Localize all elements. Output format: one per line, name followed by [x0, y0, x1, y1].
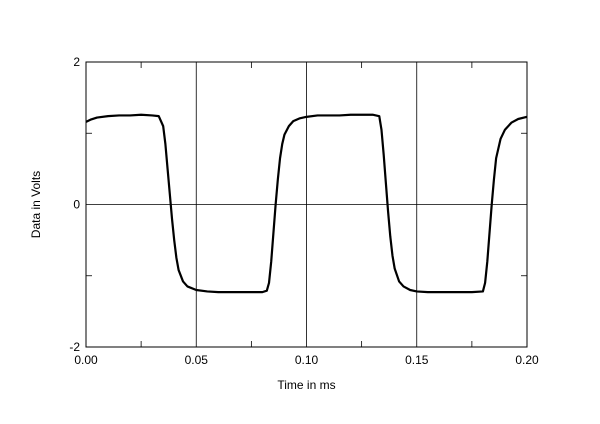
x-tick-label: 0.05: [185, 353, 209, 367]
x-tick-label: 0.10: [295, 353, 319, 367]
x-tick-label: 0.00: [74, 353, 98, 367]
series-layer: [85, 113, 528, 294]
x-tick-label: 0.20: [515, 353, 539, 367]
y-tick-label: 2: [73, 55, 80, 69]
x-tick-labels: 0.00 0.05 0.10 0.15 0.20: [74, 353, 539, 367]
plot-frame: [85, 61, 528, 348]
series-line-1: [85, 113, 528, 294]
x-tick-label: 0.15: [405, 353, 429, 367]
y-tick-label: 0: [73, 198, 80, 212]
y-tick-labels: 2 0 -2: [69, 55, 80, 354]
y-tick-label: -2: [69, 340, 80, 354]
y-axis-label: Data in Volts: [29, 171, 43, 238]
grid: [86, 62, 527, 347]
ticks: [86, 62, 527, 347]
x-axis-label: Time in ms: [277, 378, 335, 392]
